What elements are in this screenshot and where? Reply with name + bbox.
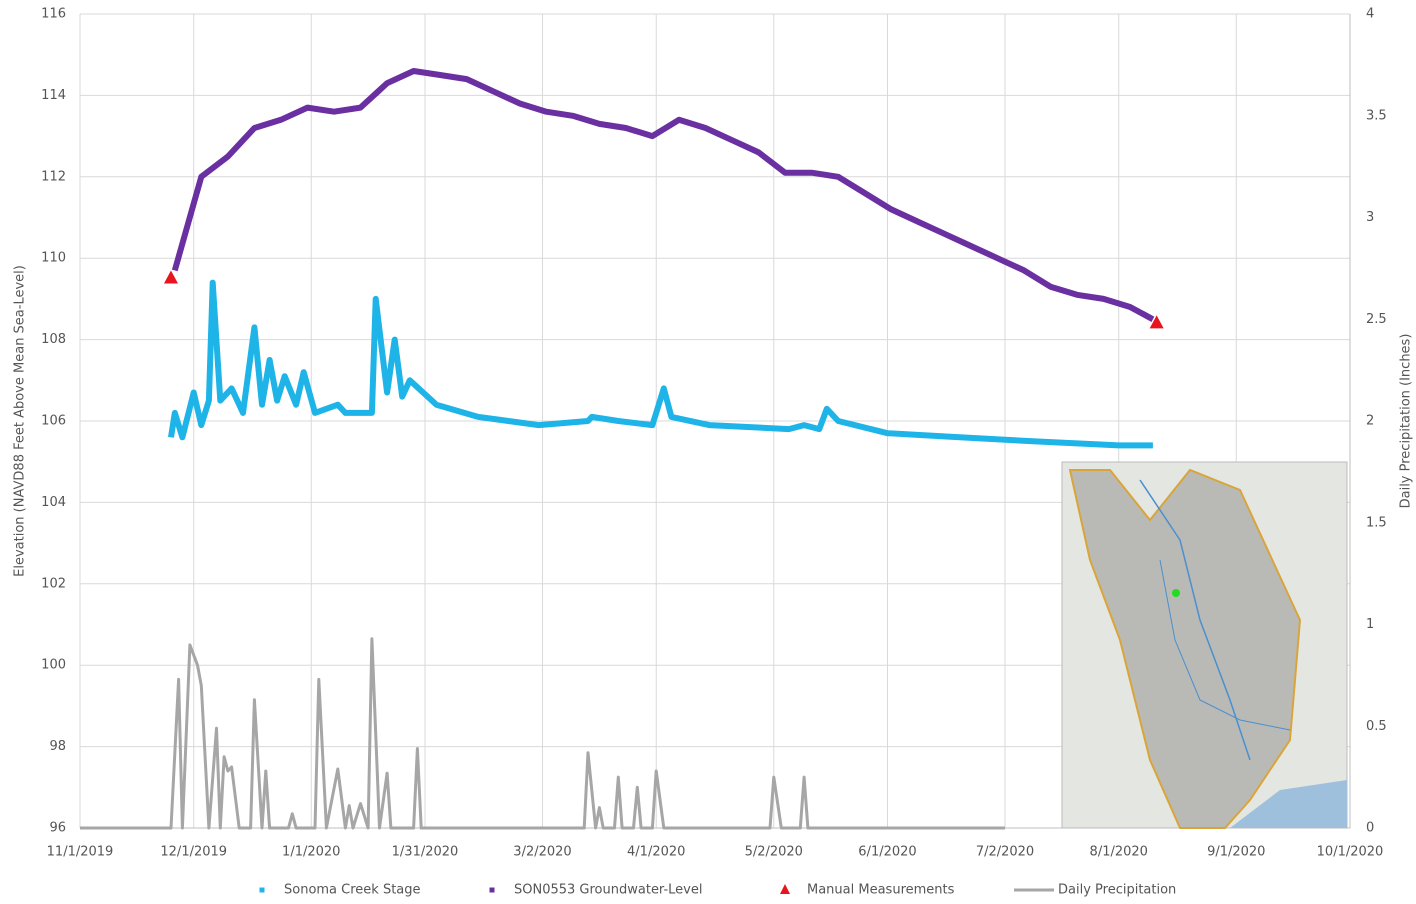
x-tick-label: 11/1/2019 — [47, 845, 114, 860]
legend-label: Daily Precipitation — [1058, 883, 1176, 898]
x-tick-label: 9/1/2020 — [1207, 845, 1265, 860]
y2-tick-label: 2.5 — [1366, 312, 1387, 327]
legend-marker — [780, 884, 790, 894]
marker — [164, 271, 178, 284]
x-tick-label: 1/31/2020 — [392, 845, 459, 860]
inset-map — [1062, 462, 1347, 828]
y-tick-label: 112 — [41, 169, 66, 184]
x-tick-label: 3/2/2020 — [513, 845, 571, 860]
legend-label: Sonoma Creek Stage — [284, 883, 421, 898]
y2-tick-label: 0.5 — [1366, 719, 1387, 734]
y2-tick-label: 2 — [1366, 414, 1374, 429]
y2-tick-label: 1 — [1366, 617, 1374, 632]
y2-axis-label: Daily Precipitation (Inches) — [1399, 334, 1414, 509]
x-tick-label: 5/2/2020 — [745, 845, 803, 860]
legend-marker — [260, 888, 265, 893]
x-tick-label: 1/1/2020 — [282, 845, 340, 860]
y-tick-label: 102 — [41, 576, 66, 591]
x-tick-label: 10/1/2020 — [1317, 845, 1384, 860]
y-tick-label: 100 — [41, 658, 66, 673]
chart: Elevation (NAVD88 Feet Above Mean Sea-Le… — [0, 0, 1416, 904]
y2-tick-label: 3 — [1366, 210, 1374, 225]
x-tick-label: 4/1/2020 — [627, 845, 685, 860]
legend-label: SON0553 Groundwater-Level — [514, 883, 702, 898]
y-tick-label: 106 — [41, 414, 66, 429]
y-tick-label: 116 — [41, 7, 66, 22]
y-tick-label: 96 — [49, 821, 66, 836]
y-axis-label: Elevation (NAVD88 Feet Above Mean Sea-Le… — [13, 265, 28, 577]
legend-marker — [490, 888, 495, 893]
series-line — [175, 71, 1153, 319]
legend-label: Manual Measurements — [807, 883, 955, 898]
x-tick-label: 7/2/2020 — [976, 845, 1034, 860]
y2-tick-label: 4 — [1366, 7, 1374, 22]
y2-tick-label: 3.5 — [1366, 108, 1387, 123]
y2-tick-label: 1.5 — [1366, 515, 1387, 530]
y-tick-label: 114 — [41, 88, 66, 103]
x-tick-label: 6/1/2020 — [858, 845, 916, 860]
y-tick-label: 108 — [41, 332, 66, 347]
y-tick-label: 98 — [49, 739, 66, 754]
x-tick-label: 8/1/2020 — [1090, 845, 1148, 860]
y-tick-label: 104 — [41, 495, 66, 510]
y2-tick-label: 0 — [1366, 821, 1374, 836]
x-tick-label: 12/1/2019 — [160, 845, 227, 860]
y-tick-label: 110 — [41, 251, 66, 266]
